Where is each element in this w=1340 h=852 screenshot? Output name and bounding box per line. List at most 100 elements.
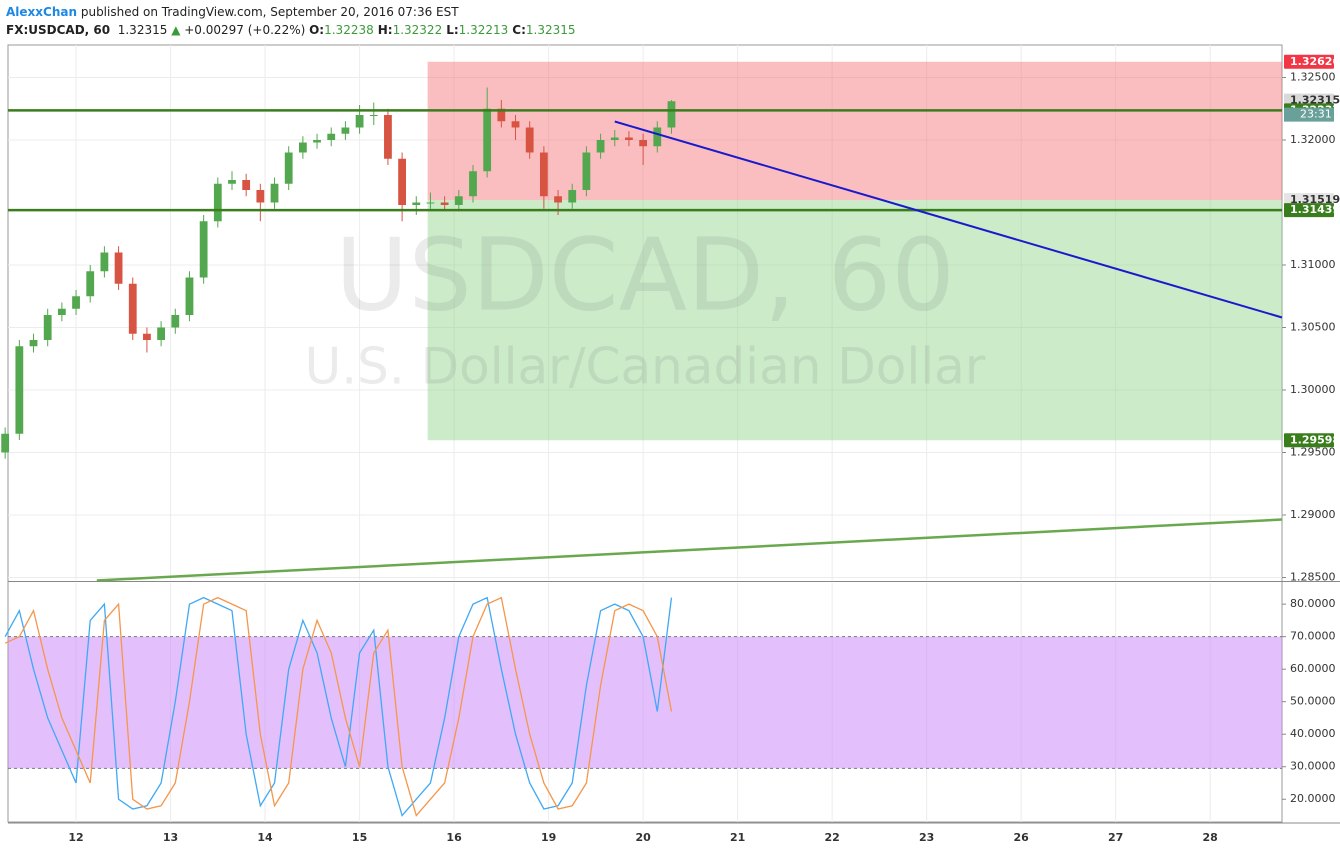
- candle-body: [426, 202, 435, 204]
- y-tick-label: 60.0000: [1290, 662, 1336, 675]
- candle-body: [469, 171, 477, 197]
- y-tick-label: 1.31000: [1290, 258, 1336, 271]
- candle-body: [667, 101, 676, 128]
- watermark: U.S. Dollar/Canadian Dollar: [305, 338, 986, 396]
- price-label-box: [1284, 54, 1334, 69]
- ohlc-value: 1.32238: [324, 23, 374, 37]
- watermark: USDCAD, 60: [335, 216, 955, 333]
- x-tick-label: 27: [1108, 831, 1123, 844]
- price-label: 1.29598: [1290, 433, 1340, 446]
- ohlc-label: H:: [377, 23, 393, 37]
- price-label-box: [1284, 203, 1334, 218]
- y-tick-label: 1.28500: [1290, 571, 1336, 584]
- price-label: 1.32626: [1290, 55, 1340, 68]
- candle-body: [653, 127, 662, 147]
- x-tick-label: 26: [1013, 831, 1029, 844]
- x-tick-label: 21: [730, 831, 745, 844]
- symbol: FX:USDCAD, 60: [6, 23, 111, 37]
- candle-body: [596, 140, 605, 153]
- published: published on TradingView.com, September …: [80, 5, 459, 19]
- candle-body: [539, 152, 548, 197]
- candle-body: [185, 277, 194, 315]
- candle-body: [568, 190, 577, 203]
- candle-body: [454, 196, 463, 205]
- y-tick-label: 1.30500: [1290, 321, 1336, 334]
- candle-body: [525, 127, 534, 153]
- candle-body: [15, 346, 24, 434]
- candle-body: [398, 158, 407, 205]
- indicator-line: [4, 596, 673, 817]
- y-tick-label: 70.0000: [1290, 630, 1336, 643]
- candle-body: [242, 180, 251, 190]
- candle-body: [114, 252, 123, 284]
- y-tick-label: 20.0000: [1290, 792, 1336, 805]
- quote-row: FX:USDCAD, 60 1.32315 ▲ +0.00297 (+0.22%…: [6, 21, 580, 39]
- x-tick-label: 19: [541, 831, 556, 844]
- candle-body: [369, 115, 378, 116]
- candle-body: [86, 271, 95, 297]
- candle-body: [270, 183, 279, 203]
- change: +0.00297 (+0.22%): [184, 23, 306, 37]
- trend-line: [614, 120, 1283, 319]
- candle-body: [313, 140, 321, 143]
- x-tick-label: 23: [919, 831, 934, 844]
- candle-body: [610, 137, 619, 140]
- change-arrow: ▲: [171, 23, 181, 37]
- countdown: 23:31: [1300, 108, 1332, 121]
- candle-body: [143, 333, 151, 340]
- candle-body: [157, 327, 166, 340]
- trend-line: [96, 518, 1283, 582]
- price-label-box: [1284, 433, 1334, 448]
- candle-body: [412, 202, 421, 205]
- x-tick-label: 14: [257, 831, 273, 844]
- candle-body: [43, 315, 52, 340]
- ohlc-label: C:: [512, 23, 526, 37]
- candle-body: [298, 142, 307, 153]
- candle-body: [171, 315, 180, 328]
- candle-body: [554, 196, 562, 203]
- y-tick-label: 1.29500: [1290, 446, 1336, 459]
- price-label: 1.31439: [1290, 203, 1340, 216]
- x-tick-label: 20: [635, 831, 651, 844]
- candle-body: [72, 296, 80, 309]
- candle-body: [639, 140, 648, 147]
- ohlc-label: L:: [446, 23, 459, 37]
- candle-body: [384, 115, 392, 159]
- candle-body: [327, 133, 336, 140]
- candle-body: [341, 127, 350, 134]
- candle-body: [582, 152, 591, 190]
- x-tick-label: 15: [352, 831, 367, 844]
- plot-frame: [7, 44, 1283, 823]
- y-tick-label: 40.0000: [1290, 727, 1336, 740]
- band: [8, 636, 1282, 769]
- candle-body: [1, 433, 10, 453]
- candle-body: [355, 115, 364, 128]
- y-tick-label: 30.0000: [1290, 760, 1336, 773]
- candle-body: [497, 108, 506, 122]
- candle-body: [440, 202, 449, 205]
- y-tick-label: 1.30000: [1290, 383, 1336, 396]
- y-tick-label: 1.32500: [1290, 71, 1336, 84]
- y-tick-label: 50.0000: [1290, 695, 1336, 708]
- candle-body: [511, 121, 520, 128]
- author[interactable]: AlexxChan: [6, 5, 78, 19]
- ohlc-value: 1.32315: [525, 23, 576, 37]
- candle-body: [128, 283, 137, 334]
- ohlc-value: 1.32213: [458, 23, 509, 37]
- y-tick-label: 1.29000: [1290, 508, 1336, 521]
- ohlc-label: O:: [309, 23, 325, 37]
- price-label: 1.31519: [1290, 193, 1340, 206]
- candle-body: [228, 180, 236, 184]
- x-tick-label: 16: [446, 831, 462, 844]
- header: AlexxChan published on TradingView.com, …: [6, 3, 580, 39]
- x-tick-label: 28: [1203, 831, 1218, 844]
- x-tick-label: 22: [824, 831, 839, 844]
- candle-body: [199, 221, 208, 278]
- candle-body: [483, 108, 492, 172]
- candle-body: [256, 190, 265, 203]
- last-price: 1.32315: [117, 23, 168, 37]
- ohlc-value: 1.32322: [392, 23, 443, 37]
- position-zone: [427, 61, 1282, 201]
